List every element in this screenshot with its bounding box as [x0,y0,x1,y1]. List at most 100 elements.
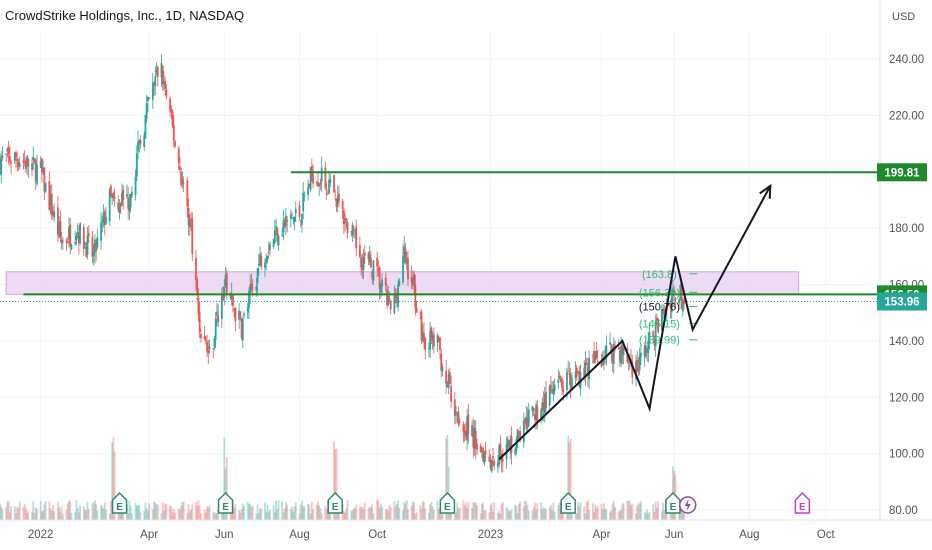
candle-body [586,365,589,376]
candle-body [378,267,381,289]
volume-bar [352,508,355,520]
volume-bar [213,512,216,520]
volume-bar [620,509,623,520]
candle-body [129,193,132,208]
volume-bar [360,507,363,520]
earnings-label: E [565,502,572,513]
candle-body [462,424,465,432]
volume-bar [68,500,70,520]
candle-body [652,331,655,338]
candle-body [148,97,151,99]
candle-body [291,217,294,219]
y-tick-label: 220.00 [889,110,924,122]
earnings-marker[interactable]: E [560,491,576,514]
earnings-marker[interactable]: E [439,491,456,514]
candle-body [466,416,469,441]
candle-body [637,367,640,371]
volume-bar [70,512,73,520]
candle-body [377,268,380,271]
candle-body [243,313,245,316]
volume-bar [509,510,512,520]
upcoming-earnings-marker[interactable]: E [794,491,811,514]
volume-bar [5,507,8,520]
candle-body [113,196,116,199]
x-tick-label: 2022 [28,529,54,541]
volume-bar [128,500,131,520]
candle-body [415,307,418,313]
candle-body [514,448,517,454]
candle-body [180,172,183,186]
candle-body [335,199,338,208]
candle-body [42,168,45,172]
volume-bar [79,505,82,520]
volume-bar [36,508,38,520]
candle-body [232,293,234,307]
projection-path[interactable] [498,183,772,460]
candle-body [212,348,215,350]
candle-body [110,185,112,196]
volume-bar [647,513,650,520]
candle-body [635,361,637,379]
candle-body [558,375,561,379]
price-tag-label: 199.81 [884,167,920,179]
candle-body [354,229,356,231]
volume-bar [506,509,509,520]
volume-bar [588,509,591,520]
volume-bar [94,500,96,520]
volume-bar [1,508,4,520]
candle-body [294,208,297,214]
time-axis[interactable]: 2022 Apr Jun Aug Oct 2023 Apr Jun Aug Oct [0,519,932,541]
volume-bar [74,512,77,520]
volume-bar [32,501,35,520]
volume-bar [346,500,349,520]
volume-bar [367,508,370,520]
volume-bar [95,504,98,520]
earnings-marker[interactable]: E [665,491,681,514]
candle-body [198,312,201,332]
candle-body [246,307,249,313]
candle-body [163,80,165,82]
volume-bar [182,501,185,520]
candle-body [499,444,502,452]
candle-body [122,189,125,200]
x-tick-label: Oct [368,529,387,541]
candle-body [324,167,327,189]
candle-body [334,195,337,197]
volume-bar [637,502,640,520]
volume-bar [24,508,27,520]
candle-body [188,220,191,228]
projection-arrowhead [759,183,772,199]
volume-bar [614,507,616,520]
candle-body [678,299,681,304]
candle-body [172,124,175,141]
volume-bar [473,502,476,520]
candle-body [387,296,390,305]
candle-body [238,310,241,320]
candle-body [118,206,121,213]
volume-bar [248,503,250,520]
volume-bar [15,513,17,520]
earnings-marker[interactable]: E [217,491,234,514]
candle-body [96,237,99,248]
earnings-marker[interactable]: E [111,491,128,514]
candle-body [153,84,155,87]
volume-bar [76,508,79,520]
earnings-marker[interactable]: E [327,491,343,514]
candle-body [681,300,684,312]
volume-bar [585,501,588,520]
volume-bar [259,508,261,520]
candle-body [66,241,69,244]
candle-body [648,331,651,344]
candle-body [574,371,577,379]
volume-bar [267,511,270,520]
price-axis[interactable]: 240.00220.00200.00180.00160.00140.00120.… [879,0,924,520]
volume-bar [26,512,29,520]
volume-bar [272,505,275,520]
candle-body [617,348,620,350]
candle-body [515,438,518,452]
horizontal-levels[interactable] [0,171,880,303]
volume-bar [87,509,90,520]
earnings-label: E [444,502,451,513]
